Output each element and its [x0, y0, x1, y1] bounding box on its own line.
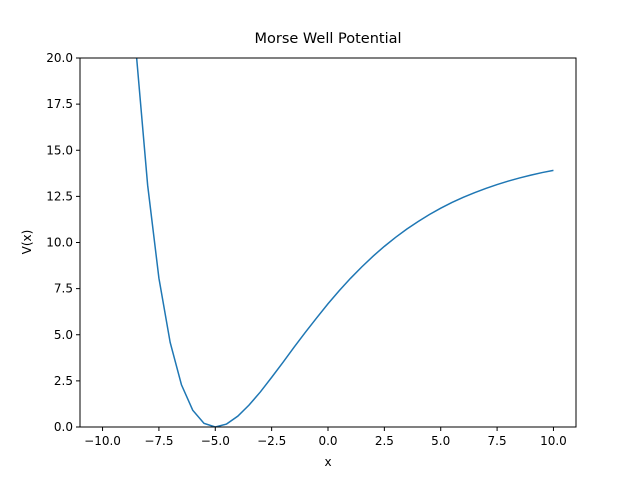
x-tick-label: 2.5	[375, 434, 394, 448]
y-tick-label: 0.0	[54, 420, 73, 434]
y-tick-label: 10.0	[46, 236, 73, 250]
y-tick-label: 20.0	[46, 51, 73, 65]
y-tick-label: 17.5	[46, 97, 73, 111]
y-tick-label: 5.0	[54, 328, 73, 342]
y-tick-label: 12.5	[46, 189, 73, 203]
y-tick-label: 2.5	[54, 374, 73, 388]
plot-area	[135, 58, 554, 427]
x-tick-label: −10.0	[84, 434, 121, 448]
y-axis-label: V(x)	[20, 230, 34, 255]
x-tick-label: −2.5	[257, 434, 286, 448]
x-tick-label: 5.0	[431, 434, 450, 448]
x-tick-label: 0.0	[318, 434, 337, 448]
x-tick-label: 10.0	[540, 434, 567, 448]
x-tick-label: −7.5	[144, 434, 173, 448]
y-tick-label: 7.5	[54, 282, 73, 296]
chart-title: Morse Well Potential	[254, 31, 401, 47]
x-axis-label: x	[324, 455, 331, 469]
x-tick-label: 7.5	[488, 434, 507, 448]
y-tick-label: 15.0	[46, 143, 73, 157]
x-tick-label: −5.0	[201, 434, 230, 448]
line-series	[135, 58, 554, 427]
